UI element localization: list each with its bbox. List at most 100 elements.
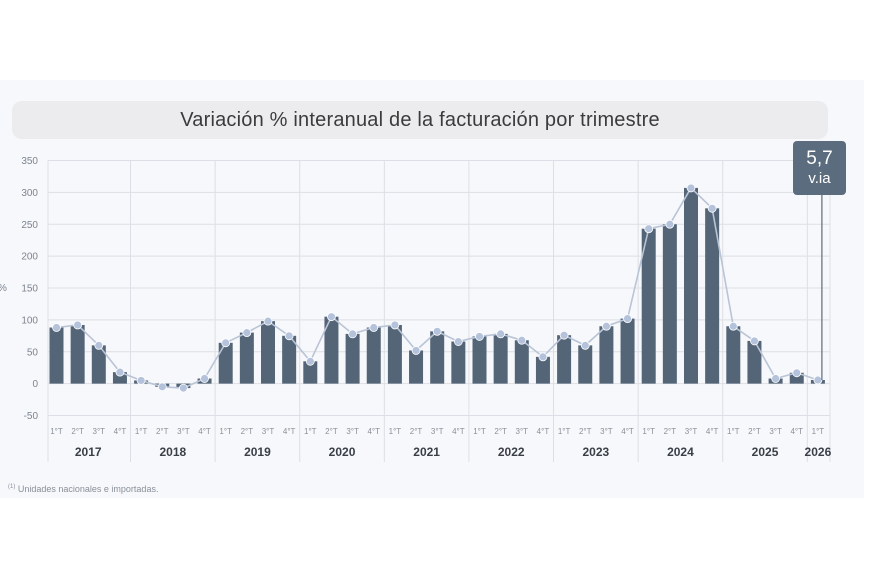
bar [409,350,424,384]
quarter-tick-label: 2°T [241,427,254,436]
bar [387,324,402,384]
line-point [327,312,336,322]
line-point [644,224,654,234]
line-point [559,330,569,340]
line-point [390,320,400,330]
quarter-tick-label: 2°T [664,427,677,436]
quarter-tick-label: 1°T [727,427,740,436]
year-label: 2017 [75,445,102,459]
bar [599,326,614,384]
bar [430,331,445,384]
quarter-tick-label: 2°T [325,427,338,436]
line-point [686,183,696,193]
year-label: 2026 [805,445,832,459]
quarter-tick-label: 4°T [621,427,634,436]
highlight-value: 5,7 [806,148,833,169]
line-point [369,323,379,332]
year-label: 2024 [667,445,694,459]
line-point [813,375,823,385]
line-point [73,320,83,330]
line-point [496,329,506,339]
quarter-tick-label: 1°T [558,427,571,436]
bar [70,324,85,384]
bar [705,208,720,384]
line-point [623,314,632,324]
y-tick-label: 0 [32,379,38,390]
quarter-tick-label: 2°T [156,427,169,436]
year-label: 2019 [244,445,271,459]
bar [684,187,698,384]
bar [514,340,529,384]
axis-layer: -50 0 50 100 150 200 250 300 350% 2017 2018 2019 202… [0,156,832,459]
highlight-badge: 5,7 v.ia [793,141,846,195]
line-point [665,219,675,229]
highlight-unit: v.ia [808,170,831,187]
line-point [284,331,294,341]
quarter-tick-label: 3°T [769,427,782,436]
year-label: 2021 [413,445,440,459]
line-point [242,328,252,338]
bar [303,361,318,384]
year-label: 2020 [329,445,356,459]
bar [535,356,550,384]
y-tick-label: 50 [27,347,39,358]
quarter-tick-label: 1°T [473,427,486,436]
quarter-tick-label: 4°T [283,427,296,436]
line-layer [52,183,823,393]
quarter-tick-label: 1°T [135,427,148,436]
quarter-tick-label: 2°T [579,427,592,436]
quarter-tick-label: 4°T [706,427,719,436]
year-label: 2018 [159,445,186,459]
quarter-tick-label: 2°T [494,427,507,436]
bar [557,335,572,384]
line-point [348,329,358,339]
y-tick-label: 200 [21,252,38,263]
quarter-tick-label: 3°T [600,427,613,436]
quarter-tick-label: 4°T [537,427,550,436]
bar [578,345,593,384]
y-tick-label: 250 [21,220,38,231]
line-point [517,335,527,345]
quarter-tick-label: 1°T [219,427,232,436]
bar [366,327,381,384]
quarter-tick-label: 4°T [452,427,465,436]
quarter-tick-label: 2°T [71,427,84,436]
line-point [432,326,442,336]
line-point [411,346,421,355]
year-label: 2025 [752,445,779,459]
line-point [750,336,759,346]
line-point [94,340,104,350]
quarter-tick-label: 3°T [93,427,106,436]
line-point [792,368,802,378]
year-label: 2023 [582,445,609,459]
y-tick-label: 350 [21,156,38,167]
bar [282,335,297,384]
quarter-tick-label: 4°T [198,427,211,436]
quarter-tick-label: 4°T [367,427,380,436]
y-tick-label: 100 [21,315,38,326]
y-tick-label: -50 [24,411,39,422]
quarter-tick-label: 4°T [790,427,803,436]
quarter-tick-label: 1°T [304,427,317,436]
bar [662,224,677,384]
quarter-tick-label: 1°T [50,427,63,436]
title-bar: Variación % interanual de la facturación… [12,101,828,139]
bar [747,340,762,384]
bar [49,327,64,384]
quarter-tick-label: 4°T [114,427,127,436]
footnote-marker: (1) [8,484,16,490]
bar [451,341,466,384]
quarter-tick-label: 1°T [812,427,825,436]
line-point [305,356,315,366]
quarter-tick-label: 3°T [346,427,359,436]
line-point [707,203,717,213]
line-point [136,376,146,385]
chart-title: Variación % interanual de la facturación… [180,108,660,131]
line-point [221,338,231,348]
footnote-text: Unidades nacionales e importadas. [17,484,159,494]
chart-panel [0,80,864,498]
y-tick-label: 300 [21,188,38,199]
year-label: 2022 [498,445,525,459]
bar [91,345,106,384]
bar [726,326,741,384]
